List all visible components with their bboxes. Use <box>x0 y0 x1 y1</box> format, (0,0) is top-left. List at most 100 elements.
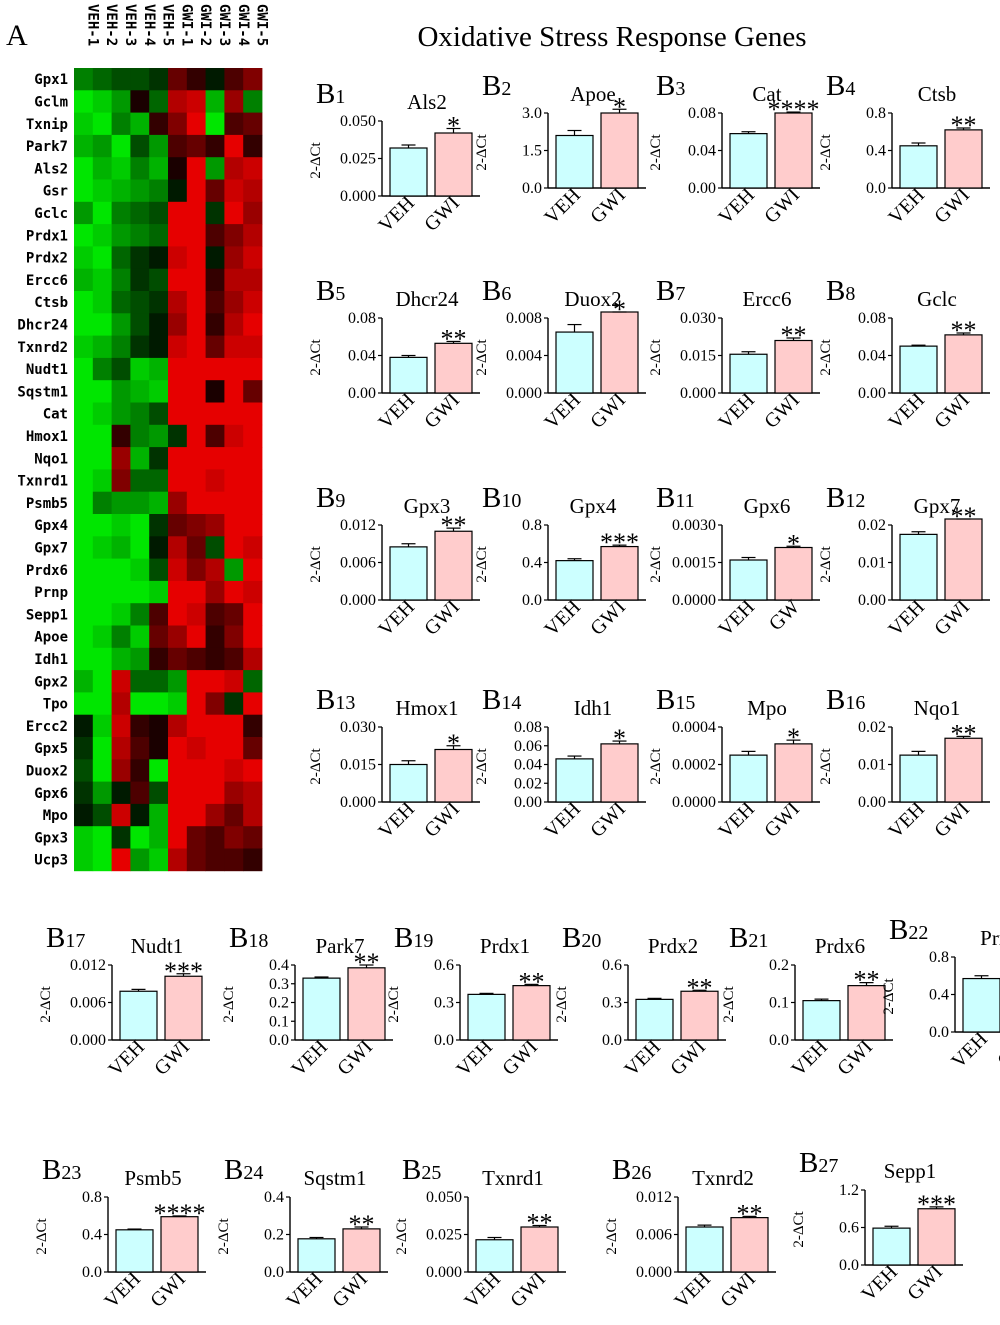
y-tick-label: 0.00 <box>858 592 886 609</box>
panel-b25: B25 Txnrd1 2-ΔCt 0.000 0.025 0.050 VEH GWI ** <box>394 1154 566 1313</box>
heatmap-cell <box>168 558 188 582</box>
panel-label-number: 17 <box>65 930 85 952</box>
heatmap-cell <box>186 134 206 158</box>
category-label: GWI <box>586 184 630 228</box>
heatmap-cell <box>224 157 244 180</box>
heatmap-cell <box>111 335 131 359</box>
y-tick-label: 0.4 <box>929 987 949 1004</box>
y-axis-label: 2-ΔCt <box>648 748 664 785</box>
heatmap-cell <box>74 268 94 292</box>
panel-label-number: 18 <box>248 930 268 952</box>
y-axis-label: 2-ΔCt <box>308 546 324 583</box>
heatmap-cell <box>111 447 131 470</box>
y-axis-label: 2-ΔCt <box>881 978 897 1015</box>
heatmap-cell <box>243 558 263 582</box>
heatmap-cell <box>92 313 112 336</box>
heatmap-cell <box>243 424 263 448</box>
heatmap-cell <box>205 491 225 515</box>
panel-title: Hmox1 <box>396 696 459 720</box>
heatmap-cell <box>205 737 225 760</box>
heatmap-row-label: Gpx4 <box>34 518 68 534</box>
category-label: GWI <box>150 1036 194 1080</box>
heatmap-cell <box>205 246 225 270</box>
heatmap-column-label: VEH-5 <box>160 4 176 46</box>
heatmap-cell <box>224 335 244 359</box>
heatmap-cell <box>149 402 169 426</box>
panel-title: Gpx3 <box>404 494 451 518</box>
category-label: GWI <box>146 1268 190 1312</box>
bar-gwi <box>434 132 473 197</box>
heatmap-cell <box>186 558 206 582</box>
heatmap-column-label: VEH-1 <box>84 4 100 46</box>
heatmap-cell <box>92 848 112 872</box>
bar-gwi <box>160 1216 199 1273</box>
heatmap-cell <box>130 291 150 314</box>
category-label: GWI <box>993 1028 1000 1072</box>
panel-a-label: A <box>6 19 28 52</box>
heatmap-row-label: Tpo <box>43 697 68 713</box>
y-tick-label: 0.0 <box>769 1032 789 1049</box>
bar-veh <box>115 1229 154 1273</box>
heatmap-cell <box>130 68 150 91</box>
heatmap-cell <box>74 603 94 626</box>
heatmap-cell <box>149 580 169 604</box>
heatmap-cell <box>92 826 112 849</box>
category-label: GWI <box>420 596 464 640</box>
heatmap-cell <box>243 134 263 158</box>
heatmap-cell <box>224 380 244 403</box>
heatmap-cell <box>74 68 94 91</box>
panel-b13: B13 Hmox1 2-ΔCt 0.000 0.015 0.030 VEH GWI * <box>308 684 480 843</box>
heatmap-row-label: Txnrd1 <box>17 474 68 490</box>
heatmap-cell <box>186 380 206 403</box>
heatmap-cell <box>130 179 150 203</box>
bar-veh <box>389 763 428 803</box>
heatmap-cell <box>130 536 150 559</box>
y-tick-label: 0.008 <box>506 310 542 327</box>
heatmap-cell <box>111 424 131 448</box>
bar-veh <box>555 331 594 394</box>
y-tick-label: 0.0 <box>839 1257 859 1274</box>
heatmap-row-label: Gsr <box>43 184 68 200</box>
panel-title: Prdx6 <box>815 934 865 958</box>
heatmap-cell <box>243 402 263 426</box>
heatmap-cell <box>186 335 206 359</box>
heatmap-cell <box>92 558 112 582</box>
heatmap-cell <box>243 157 263 180</box>
y-tick-label: 0.012 <box>70 957 106 974</box>
heatmap-row-label: Nudt1 <box>26 362 68 378</box>
heatmap-cell <box>168 380 188 403</box>
heatmap-cell <box>205 580 225 604</box>
heatmap-cell <box>205 357 225 381</box>
y-axis-label: 2-ΔCt <box>394 1218 410 1255</box>
heatmap-cell <box>130 224 150 247</box>
panel-label-number: 19 <box>413 930 433 952</box>
y-tick-label: 0.004 <box>506 348 542 365</box>
category-label: VEH <box>540 389 585 434</box>
significance-marker: *** <box>164 957 203 986</box>
heatmap-cell <box>168 357 188 381</box>
panel-label-number: 10 <box>501 490 521 512</box>
heatmap-cell <box>92 224 112 247</box>
category-label: VEH <box>670 1268 715 1313</box>
significance-marker: ** <box>854 966 880 995</box>
panel-b10: B10 Gpx4 2-ΔCt 0.0 0.4 0.8 VEH GWI *** <box>474 482 646 641</box>
heatmap-cell <box>168 112 188 136</box>
heatmap-cell <box>130 447 150 470</box>
panel-b20: B20 Prdx2 2-ΔCt 0.0 0.3 0.6 VEH GWI ** <box>554 922 726 1081</box>
category-label: VEH <box>714 596 759 641</box>
heatmap-cell <box>111 68 131 91</box>
panel-label-number: 26 <box>631 1162 651 1184</box>
panel-b24: B24 Sqstm1 2-ΔCt 0.0 0.2 0.4 VEH GWI ** <box>216 1154 388 1313</box>
category-label: VEH <box>947 1028 992 1073</box>
heatmap-cell <box>205 714 225 738</box>
heatmap-cell <box>205 781 225 805</box>
panel-label-number: 5 <box>335 283 345 305</box>
heatmap-cell <box>111 737 131 760</box>
category-label: VEH <box>374 389 419 434</box>
y-tick-label: 0.0004 <box>672 719 716 736</box>
heatmap-cell <box>149 313 169 336</box>
heatmap-cell <box>74 335 94 359</box>
heatmap-cell <box>186 848 206 872</box>
y-tick-label: 0.02 <box>858 517 886 534</box>
y-tick-label: 0.000 <box>340 188 376 205</box>
